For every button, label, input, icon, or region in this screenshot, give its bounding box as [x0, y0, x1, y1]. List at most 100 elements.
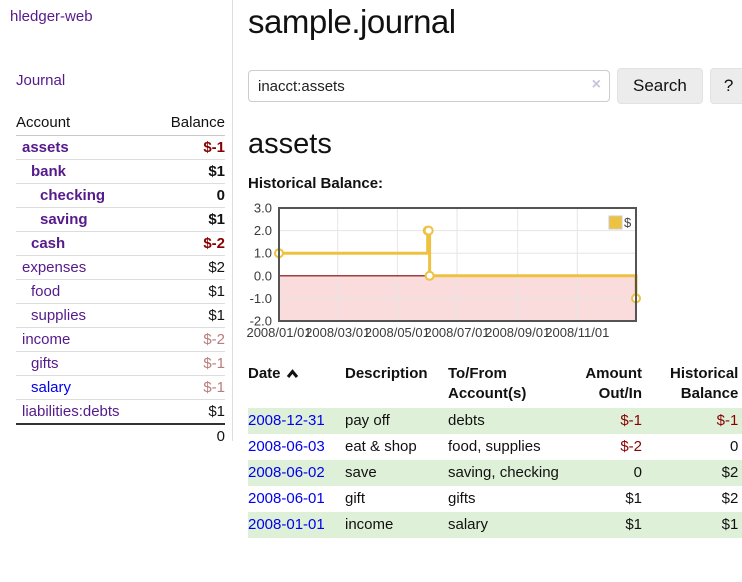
- account-balance: $-1: [203, 138, 225, 156]
- sidebar-account-link[interactable]: expenses: [22, 258, 87, 276]
- sort-ascending-icon: [286, 369, 298, 378]
- account-balance: $1: [208, 306, 225, 324]
- account-balance: $1: [208, 282, 225, 300]
- x-axis-tick-label: 2008/01/01: [246, 325, 311, 340]
- transaction-accounts: debts: [448, 412, 485, 429]
- transaction-accounts: salary: [448, 516, 489, 533]
- date-column-header[interactable]: Date: [248, 362, 345, 408]
- account-balance: $2: [208, 258, 225, 276]
- sidebar-account-link[interactable]: supplies: [31, 306, 87, 324]
- sidebar-account-link[interactable]: bank: [31, 162, 67, 180]
- transaction-amount: $1: [625, 490, 642, 507]
- register-row: 2008-12-31 pay off debts $-1 $-1: [248, 408, 742, 434]
- register-header-row: Date Description To/From Account(s) Amoun…: [248, 362, 742, 408]
- data-point-marker: [423, 225, 434, 236]
- transaction-amount: $-2: [620, 438, 642, 455]
- sidebar-account-row: liabilities:debts $1: [16, 399, 225, 424]
- account-balance-table: Account Balance assets $-1 bank $1 checking 0…: [16, 111, 225, 448]
- register-row: 2008-06-03 eat & shop food, supplies $-2 0: [248, 434, 742, 460]
- tofrom-column-header: To/From Account(s): [448, 365, 527, 402]
- sidebar-account-link[interactable]: food: [31, 282, 61, 300]
- sidebar-account-link[interactable]: cash: [31, 234, 66, 252]
- search-input[interactable]: [248, 70, 610, 102]
- account-balance: $-2: [203, 330, 225, 348]
- account-balance: $-2: [203, 234, 225, 252]
- search-button[interactable]: Search: [617, 68, 703, 104]
- transaction-description: income: [345, 516, 394, 533]
- transaction-accounts: gifts: [448, 490, 476, 507]
- transaction-balance: $-1: [716, 412, 739, 429]
- x-axis-tick-label: 2008/09/01: [485, 325, 550, 340]
- transaction-date-link[interactable]: 2008-06-02: [248, 464, 325, 481]
- transaction-date-link[interactable]: 2008-01-01: [248, 516, 325, 533]
- sidebar-account-link[interactable]: income: [22, 330, 71, 348]
- sidebar-account-row: salary $-1: [16, 375, 225, 399]
- y-axis-tick-label: 3.0: [254, 201, 272, 216]
- transaction-description: pay off: [345, 412, 390, 429]
- transaction-date-link[interactable]: 2008-06-01: [248, 490, 325, 507]
- sidebar-account-row: expenses $2: [16, 255, 225, 279]
- sidebar-item-journal[interactable]: Journal: [16, 72, 66, 89]
- sidebar-account-link[interactable]: liabilities:debts: [22, 402, 120, 420]
- balance-chart-container: 3.0 2.0 1.0 0.0 -1.0 -2.0 2008/01/01 2008/03/01…: [246, 201, 742, 343]
- transaction-description: save: [345, 464, 377, 481]
- transaction-accounts: saving, checking: [448, 464, 559, 481]
- x-axis-tick-label: 2008/05/01: [365, 325, 430, 340]
- transaction-amount: 0: [633, 464, 642, 481]
- account-balance: $-1: [203, 354, 225, 372]
- transaction-date-link[interactable]: 2008-06-03: [248, 438, 325, 455]
- y-axis-tick-label: 1.0: [254, 246, 272, 261]
- sidebar-account-row: cash $-2: [16, 231, 225, 255]
- sidebar-account-link[interactable]: gifts: [31, 354, 59, 372]
- sidebar-account-link[interactable]: assets: [22, 138, 69, 156]
- account-balance: $1: [208, 162, 225, 180]
- sidebar: hledger-web Journal Account Balance asse…: [0, 0, 233, 445]
- y-axis-tick-label: -2.0: [250, 314, 272, 329]
- search-input-wrap: ×: [248, 70, 610, 102]
- description-column-header: Description: [345, 365, 428, 382]
- transaction-balance: $1: [721, 516, 739, 533]
- account-balance: 0: [216, 186, 225, 204]
- balance-column-header-main: Historical Balance: [669, 365, 739, 402]
- register-row: 2008-06-01 gift gifts $1 $2: [248, 486, 742, 512]
- account-balance: $-1: [203, 378, 225, 396]
- help-button[interactable]: ?: [709, 68, 742, 104]
- search-form: × Search ?: [248, 68, 742, 104]
- transaction-balance: $2: [721, 464, 739, 481]
- register-row: 2008-01-01 income salary $1 $1: [248, 512, 742, 538]
- x-axis-tick-label: 2008/07/01: [424, 325, 489, 340]
- sidebar-account-row: assets $-1: [16, 135, 225, 159]
- x-axis-tick-label: 2008/03/01: [305, 325, 370, 340]
- transaction-accounts: food, supplies: [448, 438, 541, 455]
- account-column-header: Account: [16, 114, 71, 132]
- app-layout: hledger-web Journal Account Balance asse…: [0, 0, 742, 538]
- transaction-balance: 0: [730, 438, 739, 455]
- total-balance: 0: [216, 427, 225, 445]
- y-axis-tick-label: 2.0: [254, 223, 272, 238]
- register-table: Date Description To/From Account(s) Amoun…: [248, 362, 742, 538]
- x-axis-tick-label: 2008/11/01: [545, 325, 609, 340]
- main-content: sample.journal × Search ? assets Histori…: [233, 0, 742, 538]
- transaction-amount: $-1: [620, 412, 642, 429]
- sidebar-account-link[interactable]: checking: [40, 186, 106, 204]
- page-title: sample.journal: [248, 3, 456, 40]
- clear-search-icon[interactable]: ×: [591, 76, 601, 93]
- transaction-balance: $2: [721, 490, 739, 507]
- account-table-header: Account Balance: [16, 111, 225, 135]
- plot-border: [278, 207, 637, 322]
- sidebar-account-row: bank $1: [16, 159, 225, 183]
- transaction-date-link[interactable]: 2008-12-31: [248, 412, 325, 429]
- account-balance: $1: [208, 210, 225, 228]
- sidebar-account-link[interactable]: saving: [40, 210, 88, 228]
- transaction-description: gift: [345, 490, 366, 507]
- balance-column-header: Balance: [170, 114, 225, 132]
- sidebar-account-link[interactable]: salary: [31, 378, 72, 396]
- register-body: 2008-12-31 pay off debts $-1 $-1 2008-06-03 ea…: [248, 408, 742, 538]
- legend-swatch: [608, 215, 623, 230]
- chart-title: Historical Balance:: [248, 175, 384, 192]
- transaction-description: eat & shop: [345, 438, 417, 455]
- register-row: 2008-06-02 save saving, checking 0 $2: [248, 460, 742, 486]
- app-title-link[interactable]: hledger-web: [10, 8, 93, 25]
- sidebar-account-row: supplies $1: [16, 303, 225, 327]
- sidebar-account-row: saving $1: [16, 207, 225, 231]
